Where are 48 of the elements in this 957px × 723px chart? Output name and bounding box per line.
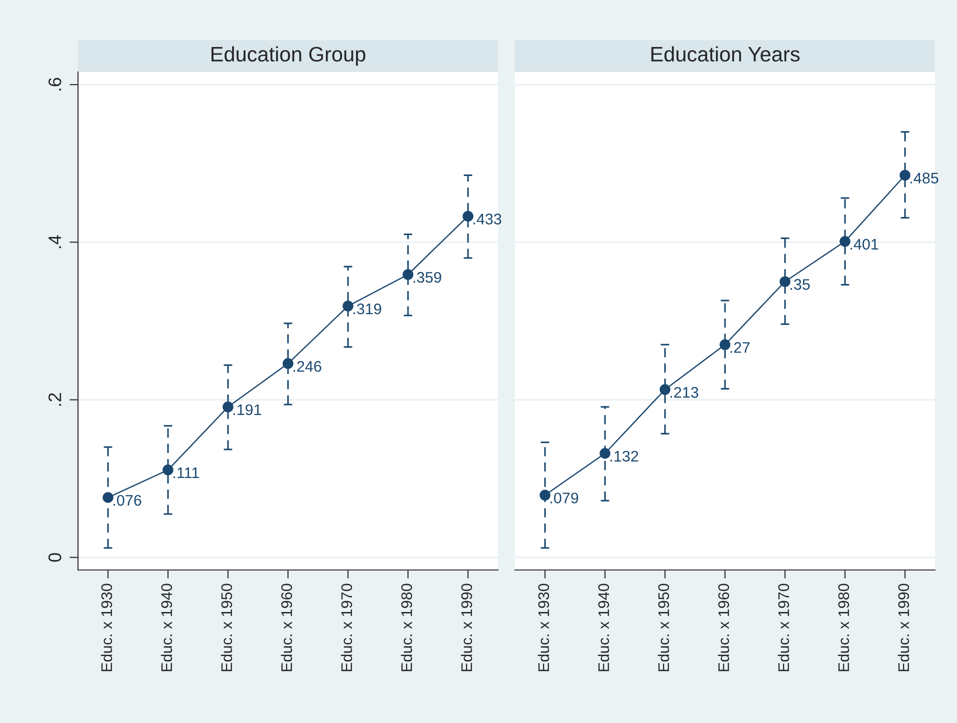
- x-tick-label: Educ. x 1930: [100, 584, 112, 672]
- x-tick-label: Educ. x 1940: [160, 584, 172, 672]
- x-tick-label: Educ. x 1980: [400, 584, 412, 672]
- x-tick-label: Educ. x 1960: [718, 584, 730, 672]
- x-tick-label: Educ. x 1990: [898, 584, 910, 672]
- data-label: .359: [414, 272, 442, 283]
- x-tick-label: Educ. x 1940: [598, 584, 610, 672]
- point: [600, 448, 610, 459]
- data-label: .079: [550, 492, 578, 504]
- x-tick-label: Educ. x 1950: [658, 584, 670, 672]
- y-tick-label: .6: [48, 78, 62, 90]
- point: [162, 464, 174, 476]
- point: [462, 210, 474, 222]
- point: [282, 358, 294, 369]
- data-label: .485: [910, 172, 938, 184]
- data-label: .076: [114, 494, 142, 506]
- x-tick-label: Educ. x 1980: [838, 584, 850, 672]
- data-label: .132: [610, 450, 638, 462]
- chart-title: Education Group: [212, 46, 366, 66]
- chart-title: Education Years: [651, 46, 800, 62]
- x-tick-label: Educ. x 1960: [280, 584, 292, 672]
- y-tick-label: 0: [48, 553, 62, 562]
- point: [660, 384, 670, 395]
- data-label: .401: [850, 238, 878, 250]
- point: [342, 300, 354, 312]
- x-tick-label: Educ. x 1930: [538, 584, 550, 672]
- y-tick-label: .4: [48, 235, 62, 248]
- data-label: .27: [730, 342, 750, 353]
- point: [102, 492, 114, 503]
- x-tick-label: Educ. x 1970: [778, 584, 790, 672]
- point: [540, 490, 550, 501]
- point: [840, 236, 850, 247]
- x-tick-label: Educ. x 1990: [460, 584, 472, 672]
- point: [402, 269, 414, 280]
- data-label: .111: [174, 468, 199, 478]
- point: [900, 170, 910, 181]
- x-tick-label: Educ. x 1970: [340, 584, 352, 672]
- data-label: .35: [790, 279, 810, 290]
- point: [780, 276, 790, 287]
- y-tick-label: .2: [48, 393, 62, 406]
- point: [720, 339, 730, 350]
- x-tick-label: Educ. x 1950: [220, 584, 232, 672]
- data-label: .319: [354, 303, 382, 314]
- point: [222, 402, 234, 412]
- data-label: .191: [234, 404, 262, 416]
- data-label: .213: [670, 387, 698, 398]
- data-label: .433: [474, 214, 502, 224]
- data-label: .246: [294, 361, 322, 372]
